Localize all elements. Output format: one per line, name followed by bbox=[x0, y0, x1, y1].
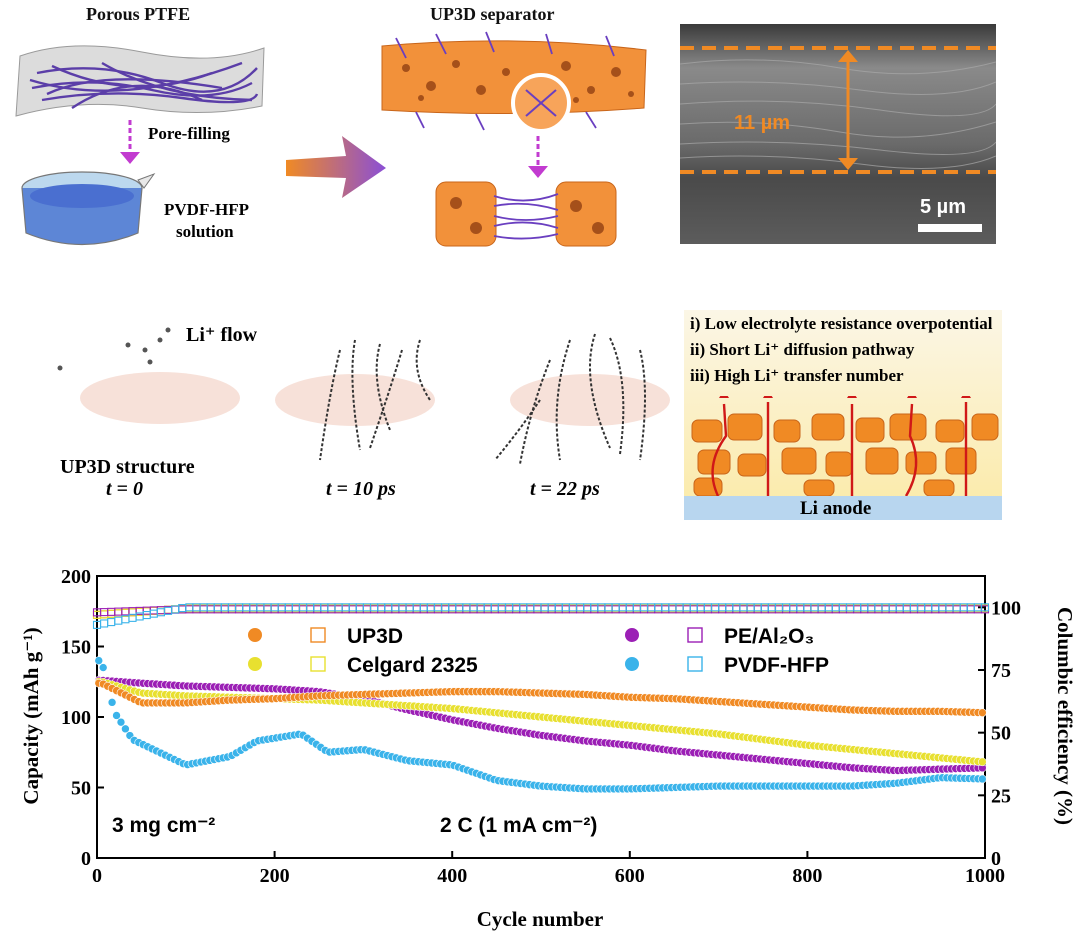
legend-marker-square bbox=[687, 627, 703, 643]
efficiency-point bbox=[171, 605, 180, 614]
li-flow-label: Li⁺ flow bbox=[186, 324, 258, 346]
thickness-label: 11 µm bbox=[734, 112, 791, 134]
benefit-1: i) Low electrolyte resistance overpotent… bbox=[690, 314, 993, 333]
md-simulation bbox=[57, 327, 670, 465]
pvdf-label-1: PVDF-HFP bbox=[164, 200, 249, 219]
x-axis-label: Cycle number bbox=[477, 907, 604, 931]
efficiency-point bbox=[107, 609, 116, 618]
efficiency-point bbox=[171, 605, 180, 614]
y-axis-label: Capacity (mAh g⁻¹) bbox=[19, 627, 43, 804]
series-3 bbox=[92, 603, 990, 629]
ptfe-schematic bbox=[15, 45, 265, 246]
legend-marker-square bbox=[310, 627, 326, 643]
efficiency-point bbox=[980, 603, 990, 612]
legend-label: PE/Al₂O₃ bbox=[724, 625, 814, 648]
process-arrow-icon bbox=[286, 136, 386, 198]
x-tick-label: 600 bbox=[615, 865, 645, 887]
y2-tick-label: 0 bbox=[991, 848, 1001, 870]
legend-marker-square bbox=[310, 656, 326, 672]
x-tick-label: 800 bbox=[792, 865, 822, 887]
y2-tick-label: 25 bbox=[991, 785, 1011, 807]
porous-ptfe-label: Porous PTFE bbox=[86, 4, 191, 24]
y2-tick-label: 100 bbox=[991, 597, 1021, 619]
efficiency-point bbox=[171, 605, 180, 614]
legend-marker-circle bbox=[248, 628, 262, 642]
y-tick-label: 50 bbox=[71, 778, 91, 800]
y2-tick-label: 50 bbox=[991, 723, 1011, 745]
x-tick-label: 200 bbox=[260, 865, 290, 887]
efficiency-point bbox=[100, 610, 109, 619]
y-tick-label: 100 bbox=[61, 707, 91, 729]
efficiency-point bbox=[149, 606, 158, 615]
efficiency-point bbox=[156, 608, 165, 617]
capacity-point bbox=[112, 711, 121, 720]
legend-marker-square bbox=[687, 656, 703, 672]
efficiency-point bbox=[114, 607, 123, 616]
efficiency-point bbox=[114, 609, 123, 618]
legend-marker-circle bbox=[625, 657, 639, 671]
efficiency-point bbox=[107, 609, 116, 618]
efficiency-point bbox=[100, 610, 109, 619]
legend-marker-circle bbox=[625, 628, 639, 642]
efficiency-point bbox=[107, 618, 116, 627]
x-tick-label: 1000 bbox=[965, 865, 1005, 887]
benefit-2: ii) Short Li⁺ diffusion pathway bbox=[690, 340, 915, 359]
t10-label: t = 10 ps bbox=[326, 478, 396, 500]
pvdf-label-2: solution bbox=[176, 222, 234, 241]
capacity-point bbox=[98, 663, 108, 672]
y-tick-label: 200 bbox=[61, 566, 91, 588]
annotation-rate: 2 C (1 mA cm⁻²) bbox=[440, 814, 597, 837]
t0-label: t = 0 bbox=[106, 478, 143, 500]
efficiency-point bbox=[149, 606, 158, 615]
up3d-structure-label: UP3D structure bbox=[60, 456, 195, 478]
efficiency-point bbox=[156, 606, 165, 615]
efficiency-point bbox=[156, 606, 165, 615]
efficiency-point bbox=[114, 616, 123, 625]
scalebar-label: 5 µm bbox=[920, 196, 966, 218]
legend-label: PVDF-HFP bbox=[724, 654, 829, 677]
t22-label: t = 22 ps bbox=[530, 478, 600, 500]
capacity-point bbox=[94, 656, 104, 665]
efficiency-point bbox=[114, 609, 123, 618]
y2-axis-label: Columbic efficiency (%) bbox=[1053, 607, 1077, 825]
li-anode-label: Li anode bbox=[800, 498, 872, 519]
up3d-separator-label: UP3D separator bbox=[430, 4, 555, 24]
y2-tick-label: 75 bbox=[991, 660, 1011, 682]
capacity-point bbox=[116, 717, 126, 727]
efficiency-point bbox=[171, 605, 180, 614]
capacity-point bbox=[978, 757, 987, 767]
capacity-series bbox=[94, 678, 987, 717]
annotation-loading: 3 mg cm⁻² bbox=[112, 814, 215, 837]
legend-label: Celgard 2325 bbox=[347, 654, 478, 677]
mechanism-panel: i) Low electrolyte resistance overpotent… bbox=[684, 310, 1002, 520]
x-tick-label: 400 bbox=[437, 865, 467, 887]
x-tick-label: 0 bbox=[92, 865, 102, 887]
capacity-point bbox=[978, 774, 987, 784]
capacity-point bbox=[107, 698, 117, 707]
legend-marker-circle bbox=[248, 657, 262, 671]
separator-schematic bbox=[381, 31, 647, 247]
capacity-series bbox=[94, 676, 987, 775]
pore-filling-label: Pore-filling bbox=[148, 124, 230, 143]
capacity-point bbox=[978, 708, 987, 717]
sem-image: 11 µm 5 µm bbox=[680, 24, 996, 244]
legend: UP3D Celgard 2325 PE/Al₂O₃ PVDF-HFP bbox=[248, 625, 829, 677]
efficiency-point bbox=[107, 607, 116, 616]
efficiency-point bbox=[100, 619, 109, 628]
y-tick-label: 0 bbox=[81, 848, 91, 870]
efficiency-point bbox=[100, 608, 109, 617]
efficiency-point bbox=[156, 606, 165, 615]
capacity-point bbox=[121, 724, 130, 734]
y-tick-label: 150 bbox=[61, 637, 91, 659]
benefit-3: iii) High Li⁺ transfer number bbox=[690, 366, 904, 385]
legend-label: UP3D bbox=[347, 625, 403, 648]
capacity-series bbox=[94, 656, 987, 794]
cycling-chart: 0 200 400 600 800 10000501001502000255075100 … bbox=[19, 566, 1077, 931]
